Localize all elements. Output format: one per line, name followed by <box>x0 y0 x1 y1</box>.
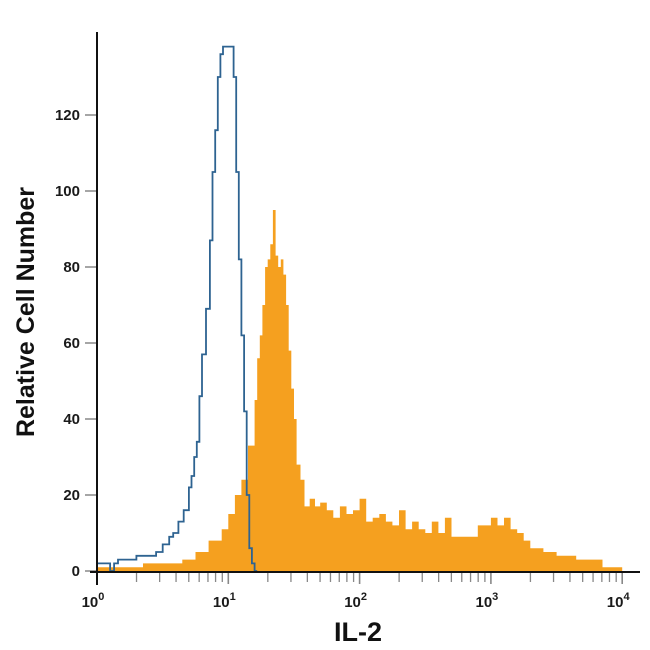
x-axis-title: IL-2 <box>334 617 382 647</box>
x-tick-label: 104 <box>607 591 631 611</box>
x-tick-label: 102 <box>344 591 367 611</box>
y-tick-label: 40 <box>63 411 80 428</box>
y-axis-title: Relative Cell Number <box>12 187 40 437</box>
y-tick-label: 20 <box>63 487 80 504</box>
y-tick-label: 60 <box>63 335 80 352</box>
x-tick-label: 103 <box>475 591 498 611</box>
plot-area <box>97 45 623 572</box>
x-tick-label: 100 <box>82 591 105 611</box>
y-axis-ticks: 0 20 40 60 80 100 120 <box>55 107 97 580</box>
y-tick-label: 80 <box>63 259 80 276</box>
x-tick-label: 101 <box>213 591 236 611</box>
il2-stained-histogram <box>97 210 623 571</box>
x-axis-ticks: 100 101 102 103 104 <box>82 573 631 611</box>
y-tick-label: 120 <box>55 107 80 124</box>
y-tick-label: 100 <box>55 183 80 200</box>
y-tick-label: 0 <box>72 563 80 580</box>
isotype-control-histogram <box>97 45 258 572</box>
